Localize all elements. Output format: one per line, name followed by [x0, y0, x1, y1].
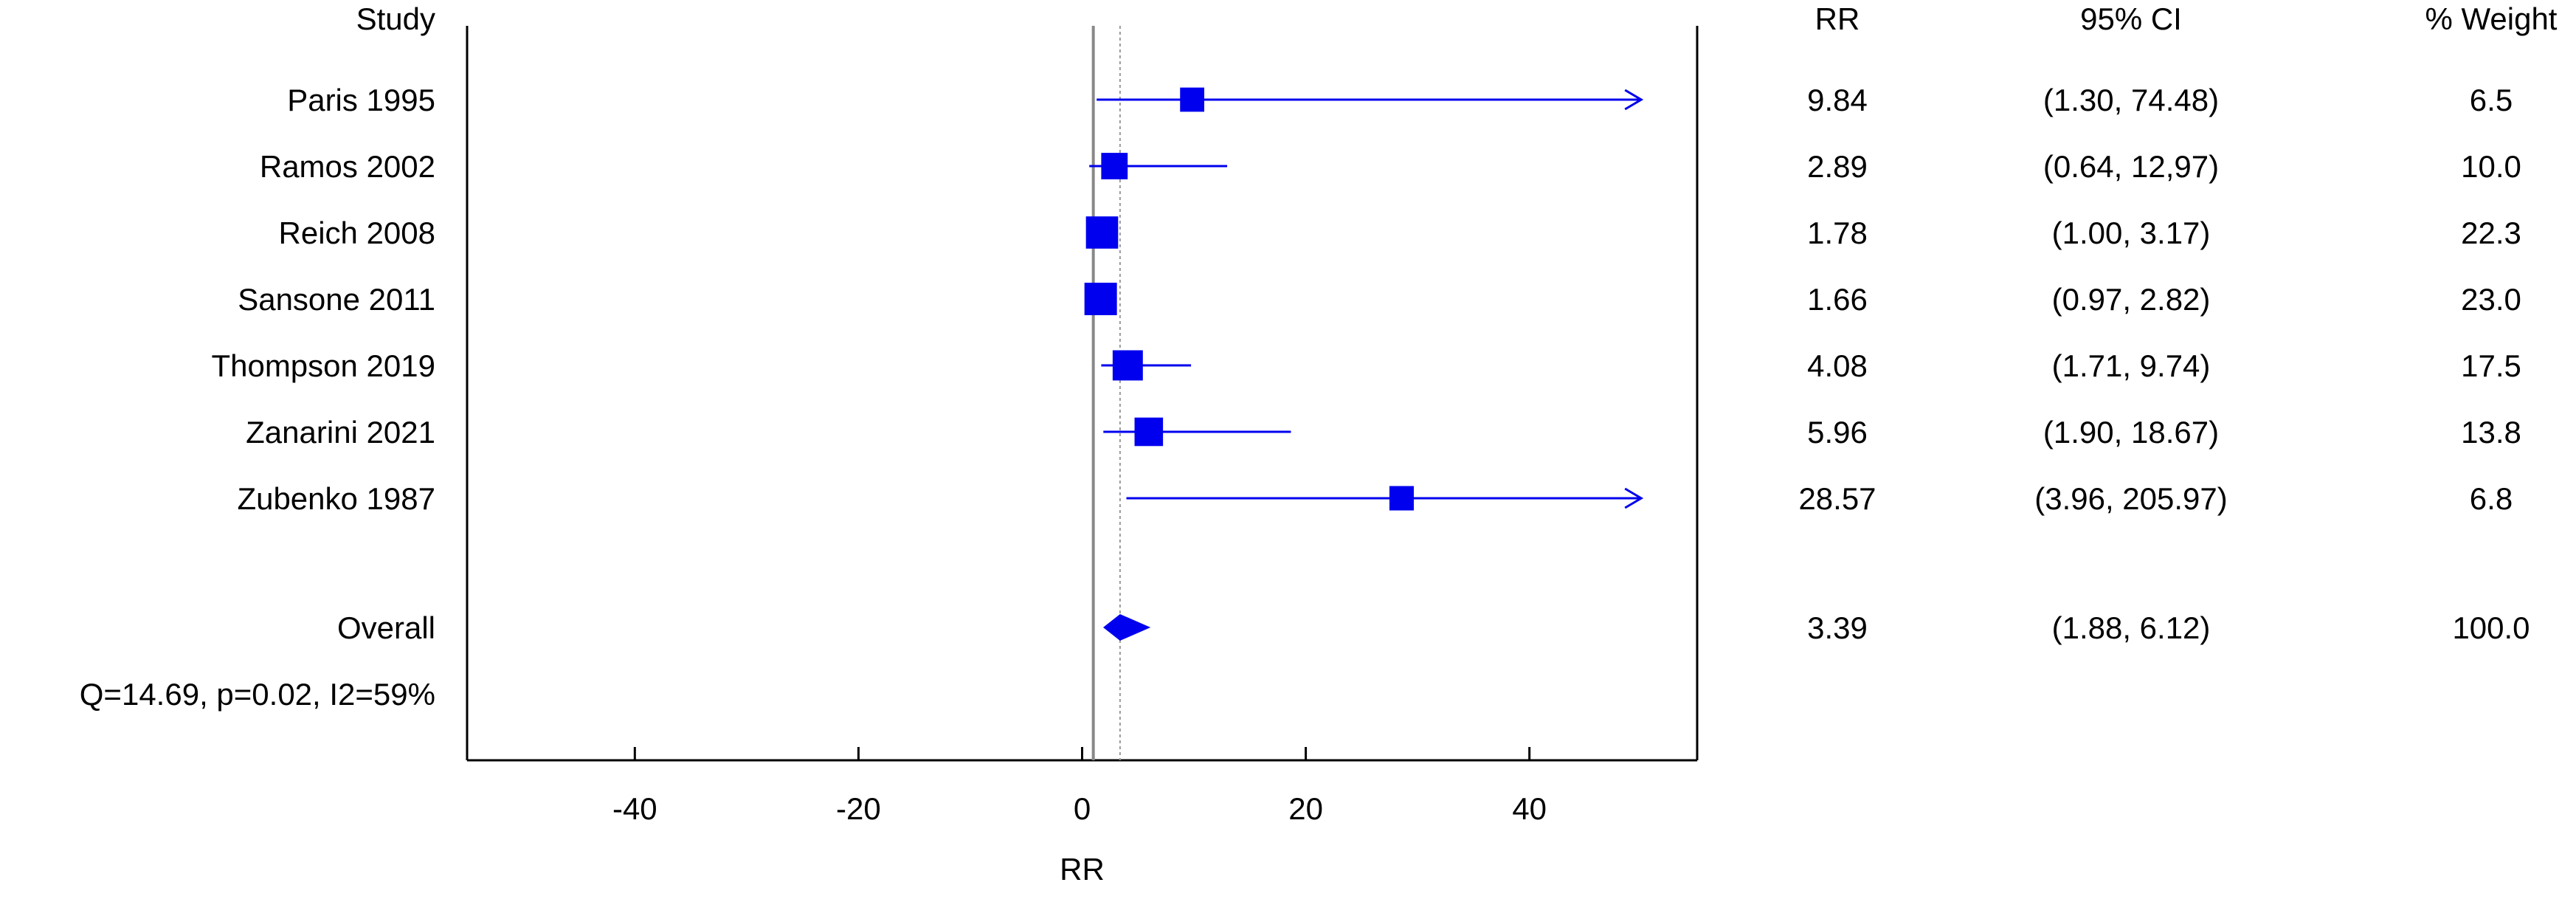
study-column-header: Study	[356, 1, 435, 36]
study-label: Paris 1995	[287, 83, 435, 117]
study-row: Zubenko 1987 28.57 (3.96, 205.97) 6.8	[237, 481, 2513, 516]
study-ci-value: (1.90, 18.67)	[2043, 415, 2219, 450]
study-label: Reich 2008	[279, 216, 435, 250]
study-ci-value: (0.97, 2.82)	[2052, 282, 2211, 317]
axis-labels: -40 -20 0 20 40 Study RR 95% CI % Weight Q=14.69,…	[80, 1, 2558, 886]
rr-column-header: RR	[1815, 1, 1860, 36]
study-rr-value: 28.57	[1798, 481, 1876, 516]
effect-marker	[1085, 216, 1119, 249]
study-ci-value: (3.96, 205.97)	[2034, 481, 2228, 516]
x-tick-label: 20	[1288, 791, 1323, 826]
study-weight-value: 10.0	[2461, 149, 2521, 184]
effect-marker	[1180, 87, 1205, 112]
overall-rr-value: 3.39	[1807, 610, 1868, 645]
study-weight-value: 6.8	[2470, 481, 2513, 516]
study-label: Thompson 2019	[211, 348, 435, 383]
effect-marker	[1084, 283, 1117, 315]
x-tick-label: -20	[836, 791, 881, 826]
study-label: Sansone 2011	[238, 282, 435, 317]
study-row: Sansone 2011 1.66 (0.97, 2.82) 23.0	[238, 282, 2521, 317]
study-label: Zanarini 2021	[246, 415, 435, 450]
effect-marker	[1101, 153, 1128, 179]
overall-ci-value: (1.88, 6.12)	[2052, 610, 2211, 645]
study-row: Thompson 2019 4.08 (1.71, 9.74) 17.5	[211, 348, 2521, 383]
study-label: Zubenko 1987	[237, 481, 435, 516]
study-label: Ramos 2002	[260, 149, 435, 184]
ci-truncation-arrow	[1624, 487, 1644, 509]
study-rr-value: 2.89	[1807, 149, 1868, 184]
study-row: Zanarini 2021 5.96 (1.90, 18.67) 13.8	[246, 415, 2521, 450]
study-rows: Paris 1995 9.84 (1.30, 74.48) 6.5 Ramos 2002…	[211, 83, 2521, 516]
ci-truncation-arrow	[1624, 89, 1644, 111]
study-ci-value: (1.71, 9.74)	[2052, 348, 2211, 383]
study-rr-value: 4.08	[1807, 348, 1868, 383]
study-weight-value: 13.8	[2461, 415, 2521, 450]
x-tick-label: -40	[612, 791, 657, 826]
x-tick-label: 40	[1512, 791, 1547, 826]
overall-diamond	[1102, 614, 1151, 641]
study-ci-value: (0.64, 12,97)	[2043, 149, 2219, 184]
study-weight-value: 22.3	[2461, 216, 2521, 250]
study-rr-value: 1.78	[1807, 216, 1868, 250]
heterogeneity-stat: Q=14.69, p=0.02, I2=59%	[80, 677, 435, 712]
effect-marker	[1112, 350, 1143, 381]
study-rr-value: 1.66	[1807, 282, 1868, 317]
study-row: Reich 2008 1.78 (1.00, 3.17) 22.3	[279, 216, 2521, 250]
study-row: Paris 1995 9.84 (1.30, 74.48) 6.5	[287, 83, 2513, 117]
effect-marker	[1389, 486, 1414, 511]
study-rr-value: 5.96	[1807, 415, 1868, 450]
study-row: Ramos 2002 2.89 (0.64, 12,97) 10.0	[260, 149, 2521, 184]
study-ci-value: (1.30, 74.48)	[2043, 83, 2219, 117]
study-weight-value: 6.5	[2470, 83, 2513, 117]
study-weight-value: 23.0	[2461, 282, 2521, 317]
overall-weight-value: 100.0	[2452, 610, 2530, 645]
x-tick-label: 0	[1074, 791, 1091, 826]
ci-column-header: 95% CI	[2080, 1, 2182, 36]
study-ci-value: (1.00, 3.17)	[2052, 216, 2211, 250]
overall-label: Overall	[337, 610, 435, 645]
study-rr-value: 9.84	[1807, 83, 1868, 117]
weight-column-header: % Weight	[2425, 1, 2558, 36]
x-axis-label: RR	[1060, 852, 1105, 886]
overall-row: Overall 3.39 (1.88, 6.12) 100.0	[337, 610, 2530, 645]
plot-axes	[466, 26, 1699, 762]
study-weight-value: 17.5	[2461, 348, 2521, 383]
effect-marker	[1134, 417, 1164, 447]
